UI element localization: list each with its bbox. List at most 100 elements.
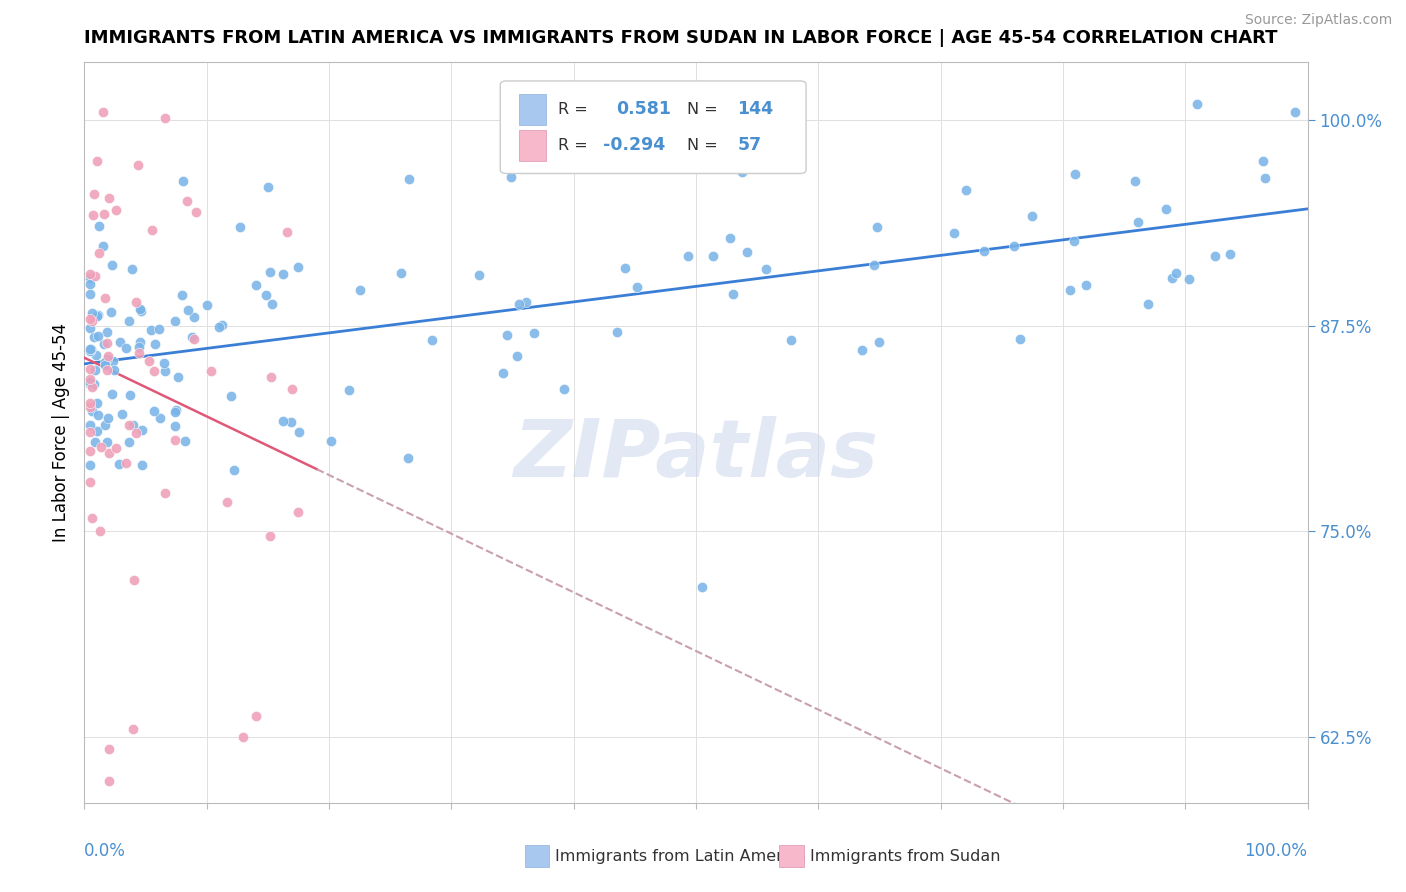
Point: [287, 505, 309, 519]
Point: [115, 342, 138, 356]
Point: [79, 375, 101, 389]
Point: [108, 457, 131, 471]
Point: [955, 183, 977, 197]
Point: [86, 310, 108, 324]
Point: [79, 320, 101, 334]
Point: [89, 524, 111, 538]
Point: [1074, 277, 1097, 292]
Point: [153, 356, 176, 370]
Text: 0.0%: 0.0%: [84, 842, 127, 860]
Point: [84, 348, 107, 362]
Point: [181, 330, 204, 344]
FancyBboxPatch shape: [524, 845, 550, 867]
Point: [83, 330, 105, 344]
Point: [122, 722, 145, 736]
Point: [83, 435, 105, 450]
Point: [1002, 239, 1025, 253]
Point: [79, 425, 101, 439]
Point: [222, 463, 245, 477]
Point: [90, 440, 112, 454]
Text: 144: 144: [738, 100, 773, 118]
Point: [1123, 174, 1146, 188]
Point: [319, 434, 342, 449]
Point: [93, 206, 115, 220]
Point: [396, 450, 419, 465]
Point: [129, 303, 152, 318]
Point: [678, 249, 700, 263]
Point: [79, 400, 101, 414]
Point: [93, 337, 115, 351]
Point: [93, 358, 115, 372]
Point: [96, 352, 118, 367]
Point: [87, 329, 110, 343]
Point: [79, 342, 101, 356]
Point: [83, 362, 105, 376]
Point: [87, 219, 110, 233]
Point: [1063, 234, 1085, 248]
Point: [211, 318, 233, 332]
Point: [219, 389, 242, 403]
Point: [271, 267, 294, 281]
Point: [606, 326, 628, 340]
Point: [79, 344, 101, 359]
Point: [496, 328, 519, 343]
Point: [79, 475, 101, 489]
Point: [97, 191, 120, 205]
Point: [281, 382, 304, 396]
Point: [86, 154, 108, 169]
Point: [553, 382, 575, 396]
Point: [83, 377, 105, 392]
Point: [80, 314, 103, 328]
Point: [82, 404, 104, 418]
Text: ZIPatlas: ZIPatlas: [513, 416, 879, 494]
Point: [184, 205, 207, 219]
Text: -0.294: -0.294: [603, 136, 665, 154]
Point: [163, 313, 186, 327]
Point: [467, 268, 489, 282]
Point: [868, 334, 890, 349]
Point: [259, 265, 281, 279]
Point: [98, 445, 121, 459]
Point: [143, 364, 166, 378]
Point: [127, 158, 149, 172]
Point: [755, 261, 778, 276]
Point: [86, 424, 108, 438]
Point: [287, 260, 309, 275]
Point: [128, 346, 150, 360]
FancyBboxPatch shape: [519, 94, 546, 125]
Point: [87, 246, 110, 260]
Point: [207, 319, 229, 334]
Y-axis label: In Labor Force | Age 45-54: In Labor Force | Age 45-54: [52, 323, 70, 542]
Point: [117, 435, 139, 450]
Point: [195, 298, 218, 312]
Point: [141, 223, 163, 237]
Point: [174, 434, 197, 448]
Point: [167, 370, 190, 384]
Point: [84, 268, 107, 283]
Point: [79, 277, 101, 291]
Text: Immigrants from Sudan: Immigrants from Sudan: [810, 848, 1000, 863]
Point: [172, 174, 194, 188]
Point: [942, 226, 965, 240]
Point: [523, 326, 546, 341]
Point: [276, 226, 298, 240]
Point: [866, 219, 889, 234]
Point: [862, 258, 884, 272]
Text: 100.0%: 100.0%: [1244, 842, 1308, 860]
Point: [153, 364, 176, 378]
Point: [1010, 332, 1032, 346]
Point: [176, 194, 198, 208]
Point: [1178, 271, 1201, 285]
Point: [139, 323, 162, 337]
Point: [1160, 271, 1182, 285]
Point: [79, 417, 101, 432]
Point: [153, 485, 176, 500]
Point: [83, 187, 105, 202]
Text: IMMIGRANTS FROM LATIN AMERICA VS IMMIGRANTS FROM SUDAN IN LABOR FORCE | AGE 45-5: IMMIGRANTS FROM LATIN AMERICA VS IMMIGRA…: [84, 29, 1278, 47]
Point: [721, 287, 744, 301]
Point: [86, 396, 108, 410]
Point: [183, 332, 205, 346]
Point: [163, 419, 186, 434]
Point: [101, 259, 124, 273]
Point: [349, 283, 371, 297]
